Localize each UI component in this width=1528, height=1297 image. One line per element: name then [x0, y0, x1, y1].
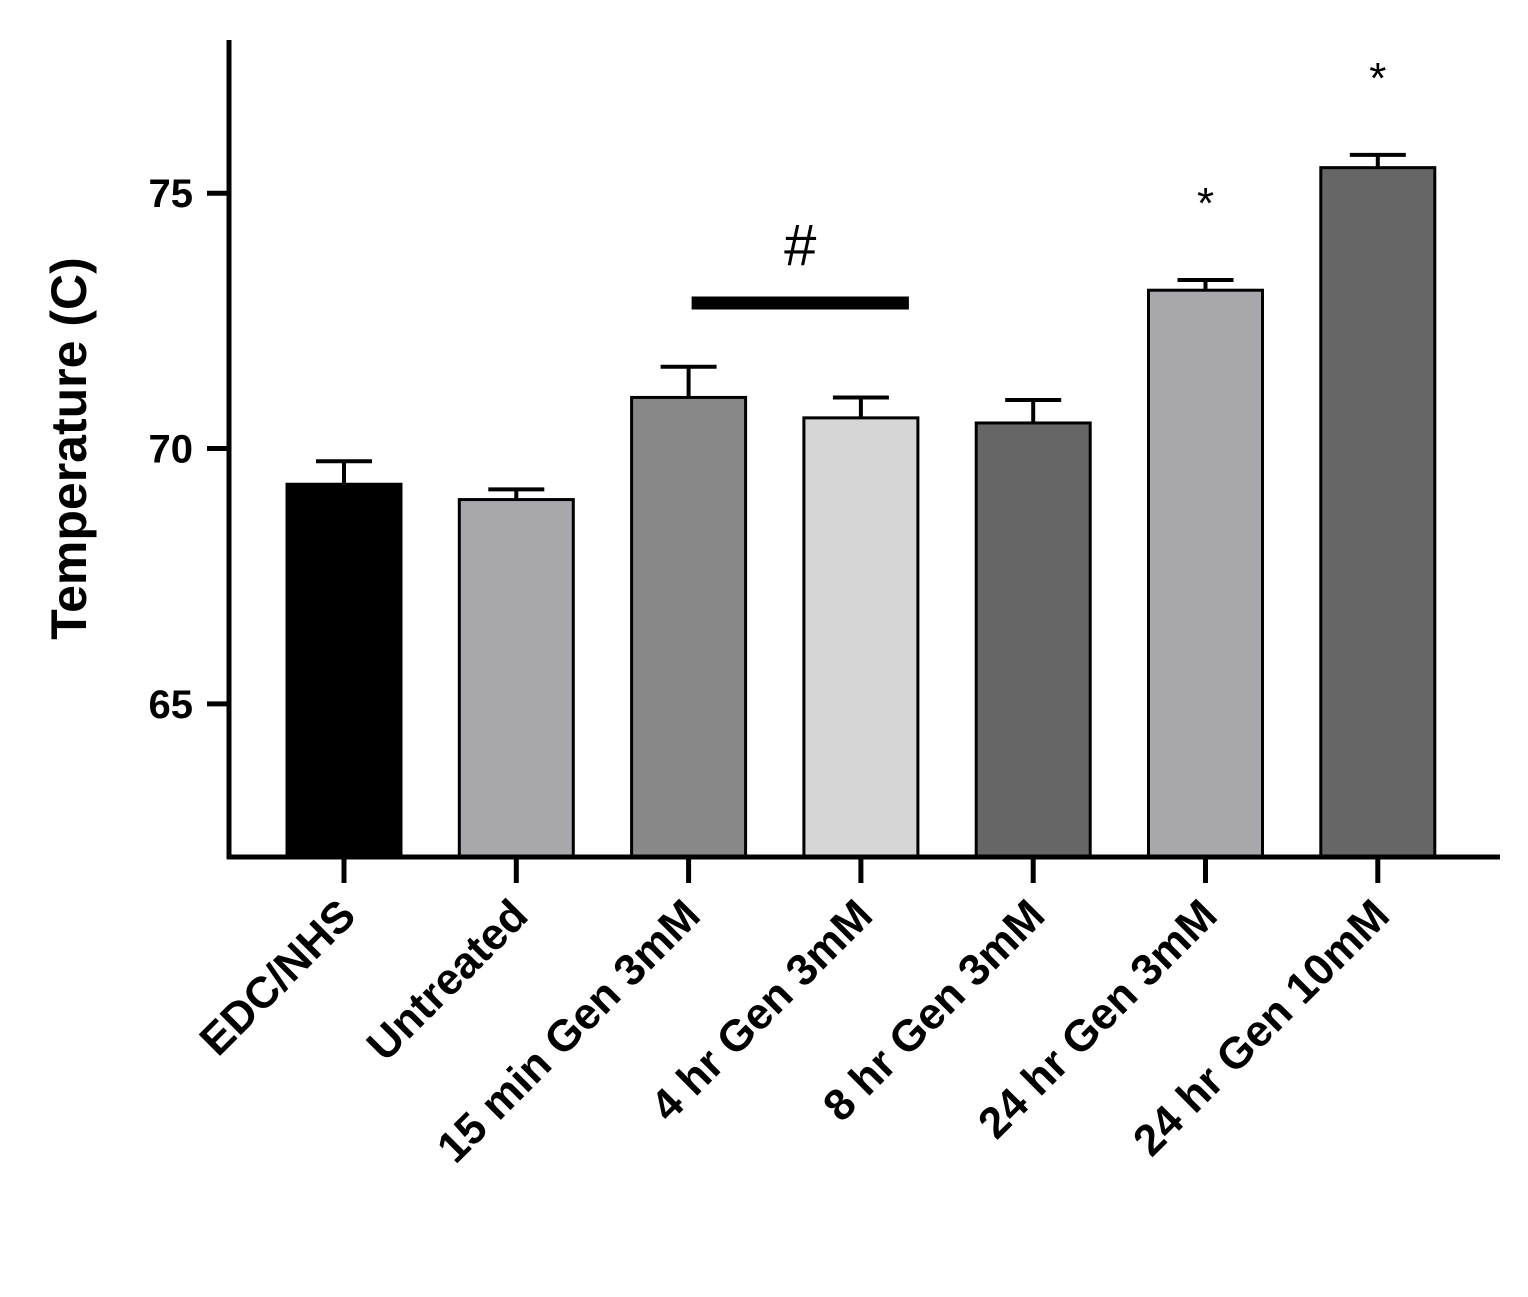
significance-marker: *	[1197, 179, 1214, 228]
y-tick-label: 70	[149, 428, 194, 472]
y-tick-label: 75	[149, 172, 194, 216]
y-axis-title: Temperature (C)	[41, 257, 97, 639]
bar	[630, 395, 748, 859]
x-tick-label: EDC/NHS	[190, 890, 365, 1065]
x-tick-label: Untreated	[358, 890, 538, 1070]
y-ticks-layer: 65 70 75	[149, 172, 229, 727]
bar	[457, 498, 575, 859]
annotations-layer: * * #	[691, 54, 1386, 310]
bar	[1319, 166, 1437, 859]
bars-layer	[285, 166, 1437, 859]
bar	[802, 416, 920, 859]
bar	[1147, 288, 1264, 859]
y-tick-label: 65	[149, 683, 194, 727]
error-bars-layer	[316, 152, 1406, 500]
significance-marker: *	[1369, 54, 1386, 103]
bar	[974, 421, 1092, 859]
group-significance-marker: #	[784, 213, 816, 278]
bar	[285, 482, 403, 859]
